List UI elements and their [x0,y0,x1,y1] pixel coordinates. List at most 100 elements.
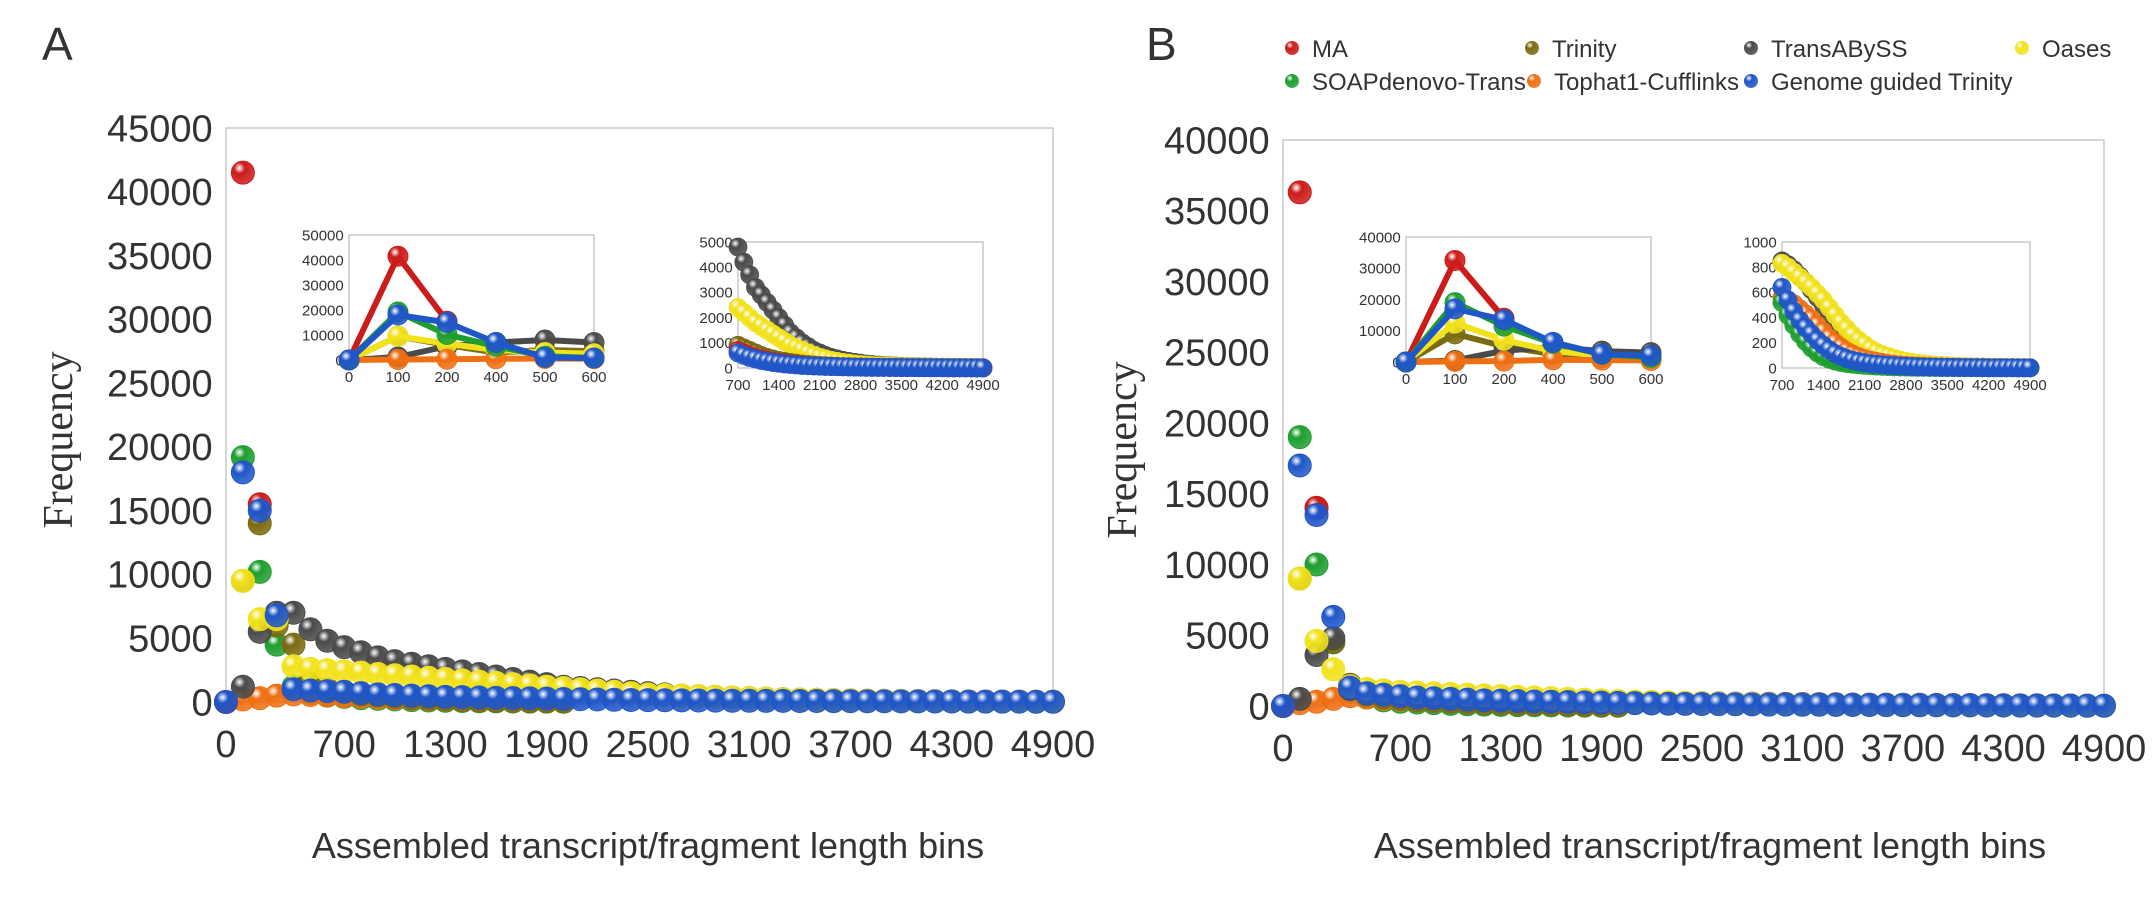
panel-a-point-genome-guided-trinity [230,460,255,485]
panel-b-inset1-point-genome-guided-trinity [1395,351,1417,373]
panel-a-inset1-point-oases [387,325,409,347]
panel-a-letter: A [42,18,73,70]
panel-b-inset1-point-genome-guided-trinity [1640,345,1662,367]
panel-b-x-tick-label: 4900 [2062,728,2147,770]
panel-b-inset1-point-genome-guided-trinity [1493,309,1515,331]
panel-a-inset1-x-tick-label: 200 [434,369,459,386]
panel-b-inset1-y-tick-label: 30000 [1359,261,1401,278]
panel-a-x-axis-title: Assembled transcript/fragment length bin… [312,825,984,866]
panel-b-inset2-point-genome-guided-trinity [2020,358,2040,378]
panel-a-series-genome-guided-trinity [214,460,1065,714]
panel-a-inset1-x-tick-label: 400 [483,369,508,386]
panel-a-inset2-x-tick-label: 700 [725,377,750,394]
legend-label-trinity: Trinity [1552,36,1616,63]
panel-b-x-tick-label: 1900 [1559,728,1644,770]
panel-a-inset-small-bins: 0100002000030000400005000001002004005006… [302,227,606,386]
panel-a-inset2-y-tick-label: 4000 [699,259,732,276]
legend-marker-transabyss [1744,41,1758,55]
panel-a-inset1-point-genome-guided-trinity [583,347,605,369]
panel-b-inset1-point-genome-guided-trinity [1444,298,1466,320]
panel-a-x-tick-label: 3100 [707,724,792,766]
panel-a-y-tick-label: 10000 [107,555,213,597]
panel-a-y-tick-label: 20000 [107,427,213,469]
panel-b-inset1-x-tick-label: 600 [1638,371,1663,388]
panel-a-inset2-point-genome-guided-trinity [973,358,993,378]
panel-a-x-tick-label: 2500 [606,724,691,766]
panel-a-x-tick-label: 4300 [909,724,994,766]
panel-b-inset1-x-tick-label: 100 [1442,371,1467,388]
panel-b-inset1-line-tophat1-cufflinks [1405,356,1652,365]
panel-b-inset1-point-tophat1-cufflinks [1493,350,1515,372]
legend-label-genome-guided-trinity: Genome guided Trinity [1771,69,2012,96]
panel-b-point-genome-guided-trinity [1304,502,1329,527]
panel-a-inset2-x-tick-label: 2100 [803,377,836,394]
panel-a-point-genome-guided-trinity [1041,689,1065,714]
panel-b-y-tick-label: 15000 [1164,474,1270,516]
panel-b-letter: B [1146,18,1177,70]
panel-a-y-tick-label: 30000 [107,300,213,342]
legend: MA Trinity TransABySS Oases SOAPdenovo-T… [1285,36,2111,96]
panel-a-point-genome-guided-trinity [264,603,289,628]
panel-b-x-tick-label: 0 [1272,728,1293,770]
panel-b-main-plot: 0500010000150002000025000300003500040000… [1164,120,2146,770]
panel-a-inset2-series-genome-guided-trinity [728,343,993,378]
panel-a-point-ma [230,160,255,185]
panel-a-inset1-x-tick-label: 0 [345,369,353,386]
panel-b-inset2-x-tick-label: 4900 [2013,377,2046,394]
panel-a-y-tick-label: 45000 [107,108,213,150]
panel-b-inset1-series-genome-guided-trinity [1395,298,1662,373]
panel-a-inset1-point-tophat1-cufflinks [387,349,409,370]
legend-marker-ma [1285,41,1299,55]
panel-b-x-tick-label: 700 [1369,728,1432,770]
panel-b-y-tick-label: 5000 [1185,616,1270,658]
panel-b-x-tick-label: 3100 [1760,728,1845,770]
panel-a-x-tick-label: 0 [215,724,236,766]
panel-b-y-tick-label: 0 [1249,686,1270,728]
panel-b-point-genome-guided-trinity [1287,453,1312,478]
panel-b-inset1-x-tick-label: 500 [1589,371,1614,388]
panel-a-inset1-point-genome-guided-trinity [485,332,507,353]
legend-label-oases: Oases [2042,36,2111,63]
panel-a-inset2-x-tick-label: 4900 [966,377,999,394]
panel-a-inset1-y-tick-label: 40000 [302,252,344,269]
panel-b-point-soapdenovo-trans [1304,552,1329,577]
panel-b-plot-frame [1282,139,2105,707]
legend-entry-genome-guided-trinity: Genome guided Trinity [1744,69,2012,96]
panel-b-y-tick-label: 10000 [1164,545,1270,587]
panel-b-inset-long-bins: 0 200 400 600 800 1000 700 1400 2100 2800 3500 4200… [1743,234,2046,394]
panel-a-y-tick-label: 40000 [107,172,213,214]
legend-entry-ma: MA [1285,36,1348,63]
panel-a-inset-long-bins: 0 1000 2000 3000 4000 5000 700 1400 2100 2800 3500… [699,234,999,394]
legend-entry-trinity: Trinity [1525,36,1616,63]
panel-b-inset2-x-tick-label: 2100 [1848,377,1881,394]
legend-marker-soapdenovo-trans [1285,74,1299,88]
panel-a-inset1-y-tick-label: 30000 [302,277,344,294]
panel-a-x-tick-label: 3700 [808,724,893,766]
panel-a-x-tick-label: 4900 [1011,724,1096,766]
panel-b-inset2-x-tick-label: 700 [1769,377,1794,394]
panel-a-inset2-y-tick-label: 3000 [699,285,732,302]
panel-a-inset2-y-tick-label: 2000 [699,310,732,327]
panel-a-inset2-y-tick-label: 1000 [699,335,732,352]
panel-a-point-transabyss [298,617,323,642]
panel-b-inset1-point-ma [1444,249,1466,271]
panel-a-y-tick-label: 5000 [128,619,213,661]
panel-b-point-genome-guided-trinity [1271,694,1295,718]
panel-b-inset1-x-tick-label: 200 [1491,371,1516,388]
panel-a-inset2-x-tick-label: 2800 [844,377,877,394]
legend-marker-oases [2015,41,2029,55]
panel-b-point-oases [1287,566,1312,591]
panel-b-x-axis-title: Assembled transcript/fragment length bin… [1374,825,2046,866]
panel-a-inset2-x-tick-label: 4200 [925,377,958,394]
panel-b-inset2-x-tick-label: 4200 [1972,377,2005,394]
panel-b-inset2-y-tick-label: 600 [1752,285,1777,302]
panel-a-x-tick-label: 700 [312,724,375,766]
panel-a-y-axis-title: Frequency [36,351,82,528]
panel-b-inset1-y-tick-label: 10000 [1359,323,1401,340]
panel-a-inset1-point-genome-guided-trinity [534,347,556,368]
panel-a-y-tick-label: 15000 [107,491,213,533]
panel-b-point-oases [1304,628,1329,653]
panel-b-inset1-point-genome-guided-trinity [1542,331,1564,353]
panel-a-point-transabyss [230,674,255,699]
